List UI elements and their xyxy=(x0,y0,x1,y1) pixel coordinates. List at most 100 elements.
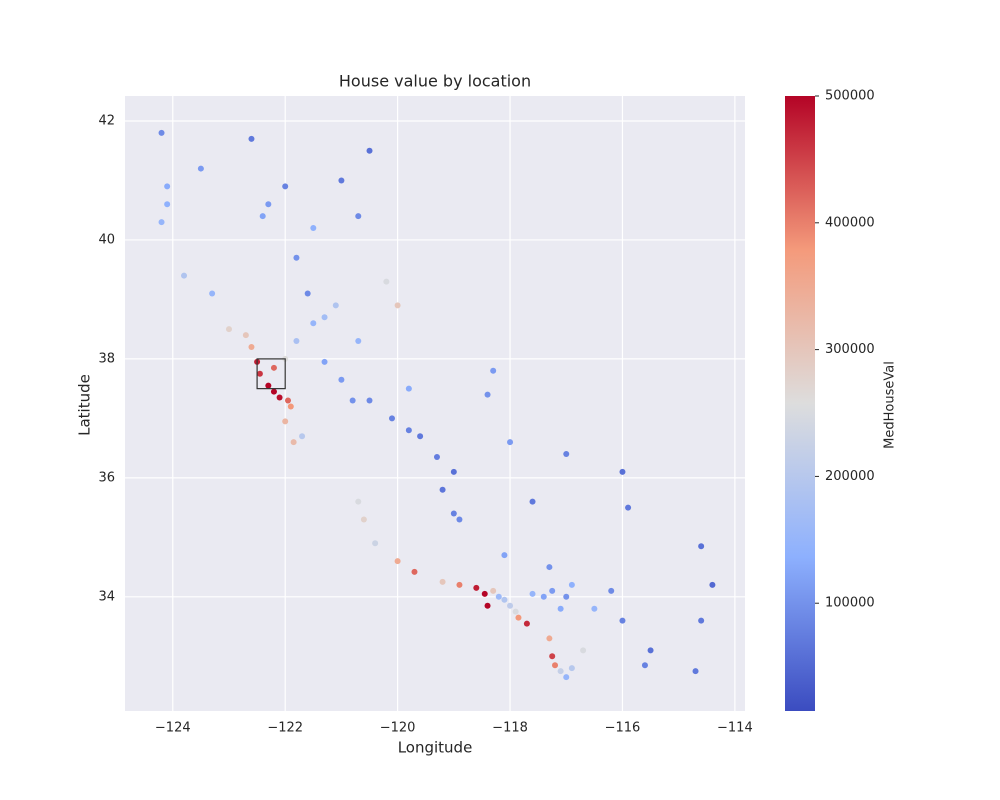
point xyxy=(557,605,564,612)
point xyxy=(546,564,553,571)
x-tick-label: −124 xyxy=(155,721,191,736)
point xyxy=(692,668,699,675)
point xyxy=(197,165,204,172)
point xyxy=(529,590,536,597)
colorbar-tick-label: 100000 xyxy=(825,596,875,611)
point xyxy=(259,213,266,220)
point xyxy=(282,418,289,425)
point xyxy=(355,338,362,345)
colorbar-tick-label: 500000 xyxy=(825,89,875,104)
point xyxy=(580,647,587,654)
point xyxy=(495,593,502,600)
point xyxy=(484,602,491,609)
colorbar-tick-label: 300000 xyxy=(825,342,875,357)
point xyxy=(563,593,570,600)
point xyxy=(439,578,446,585)
x-tick-label: −116 xyxy=(605,721,641,736)
point xyxy=(411,568,418,575)
point xyxy=(507,602,514,609)
point xyxy=(310,225,317,232)
point xyxy=(591,605,598,612)
point xyxy=(405,385,412,392)
point xyxy=(242,332,249,339)
point xyxy=(557,668,564,675)
colorbar-label: MedHouseVal xyxy=(883,361,898,449)
x-tick-label: −122 xyxy=(267,721,303,736)
point xyxy=(282,183,289,190)
point xyxy=(523,620,530,627)
point xyxy=(225,326,232,333)
point xyxy=(164,183,171,190)
point xyxy=(450,468,457,475)
point xyxy=(456,581,463,588)
point xyxy=(529,498,536,505)
highlight-box xyxy=(256,358,286,390)
point xyxy=(276,394,283,401)
point xyxy=(490,367,497,374)
point xyxy=(549,653,556,660)
point xyxy=(304,290,311,297)
x-tick-label: −114 xyxy=(717,721,753,736)
point xyxy=(270,388,277,395)
point xyxy=(256,370,263,377)
y-tick-label: 34 xyxy=(98,589,115,604)
point xyxy=(456,516,463,523)
point xyxy=(512,608,519,615)
colorbar xyxy=(785,96,815,711)
y-tick-label: 36 xyxy=(98,470,115,485)
point xyxy=(270,364,277,371)
point xyxy=(388,415,395,422)
point xyxy=(248,343,255,350)
point xyxy=(405,427,412,434)
point xyxy=(299,433,306,440)
y-tick-label: 38 xyxy=(98,351,115,366)
point xyxy=(321,314,328,321)
y-tick-label: 40 xyxy=(98,232,115,247)
point xyxy=(355,498,362,505)
point xyxy=(625,504,632,511)
point xyxy=(698,617,705,624)
point xyxy=(248,135,255,142)
point xyxy=(158,129,165,136)
point xyxy=(619,617,626,624)
point xyxy=(285,397,292,404)
point xyxy=(265,201,272,208)
point xyxy=(394,558,401,565)
point xyxy=(360,516,367,523)
point xyxy=(366,147,373,154)
y-tick-label: 42 xyxy=(98,113,115,128)
point xyxy=(338,177,345,184)
point xyxy=(540,593,547,600)
point xyxy=(608,587,615,594)
point xyxy=(417,433,424,440)
chart-title: House value by location xyxy=(339,72,531,91)
point xyxy=(349,397,356,404)
colorbar-tick-label: 200000 xyxy=(825,469,875,484)
x-tick-label: −118 xyxy=(492,721,528,736)
point xyxy=(563,451,570,458)
point xyxy=(290,439,297,446)
point xyxy=(698,543,705,550)
point xyxy=(332,302,339,309)
point xyxy=(394,302,401,309)
point xyxy=(181,272,188,279)
point xyxy=(158,219,165,226)
point xyxy=(507,439,514,446)
point xyxy=(552,662,559,669)
point xyxy=(439,486,446,493)
point xyxy=(647,647,654,654)
point xyxy=(709,581,716,588)
point xyxy=(293,254,300,261)
point xyxy=(619,468,626,475)
point xyxy=(265,382,272,389)
point xyxy=(484,391,491,398)
point xyxy=(473,584,480,591)
point xyxy=(563,674,570,681)
x-tick-label: −120 xyxy=(380,721,416,736)
point xyxy=(338,376,345,383)
point xyxy=(310,320,317,327)
point xyxy=(366,397,373,404)
point xyxy=(372,540,379,547)
point xyxy=(287,403,294,410)
